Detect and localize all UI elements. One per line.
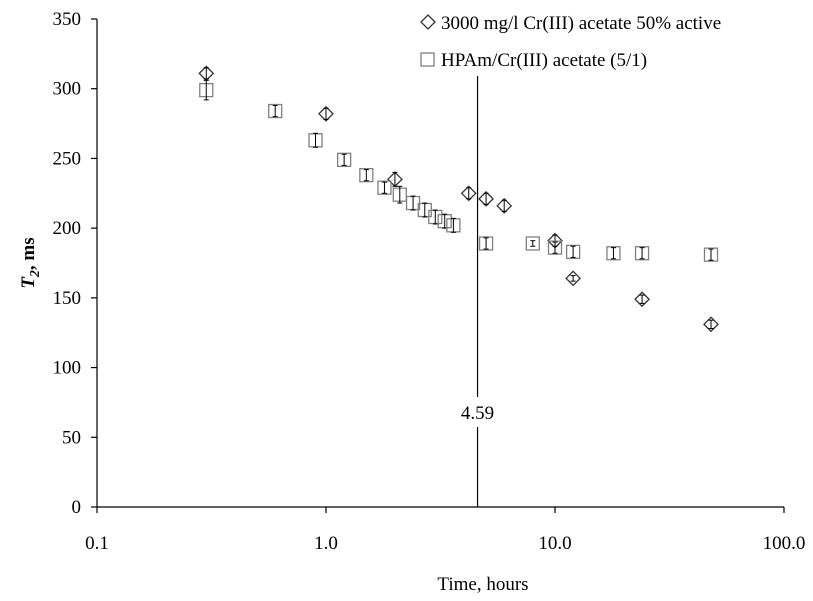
y-tick-label: 100	[53, 358, 82, 379]
error-bar	[639, 294, 645, 304]
error-bar	[323, 107, 329, 120]
error-bar	[313, 132, 319, 148]
annotation-label-bg	[453, 397, 502, 427]
error-bar	[203, 67, 209, 80]
diamond-point	[703, 316, 719, 333]
error-bar	[501, 199, 507, 212]
legend-item-square: HPAm/Cr(III) acetate (5/1)	[420, 50, 647, 71]
legend: 3000 mg/l Cr(III) acetate 50% active HPA…	[420, 13, 721, 71]
error-bar	[432, 209, 438, 225]
square-point	[634, 246, 650, 261]
x-axis-ticks: 0.1 1.0 10.0 100.0	[85, 507, 805, 554]
annotation-group: 4.59	[453, 76, 502, 507]
x-axis-title: Time, hours	[437, 574, 528, 595]
diamond-point	[478, 190, 494, 207]
x-tick-label: 10.0	[538, 533, 571, 554]
error-bar	[483, 237, 489, 250]
error-bar	[450, 217, 456, 233]
error-bar	[422, 202, 428, 218]
legend-label-square: HPAm/Cr(III) acetate (5/1)	[441, 50, 647, 71]
square-point	[268, 103, 283, 119]
error-bar	[552, 241, 558, 254]
x-tick-label: 1.0	[314, 533, 338, 554]
square-point	[359, 168, 374, 183]
diamond-point	[460, 185, 477, 202]
legend-diamond-marker	[420, 14, 436, 30]
square-point	[478, 236, 494, 251]
legend-square-marker	[420, 52, 435, 67]
diamond-point	[634, 291, 650, 308]
x-tick-label: 100.0	[763, 533, 806, 554]
square-point	[703, 247, 719, 262]
error-bar	[610, 247, 616, 260]
y-tick-label: 0	[72, 497, 82, 518]
diamond-point	[318, 105, 334, 122]
y-tick-label: 200	[53, 218, 82, 239]
error-bar	[341, 153, 347, 166]
y-axis-title-subscript: 2	[28, 270, 43, 278]
y-axis-title-symbol: T	[18, 276, 39, 289]
error-bar	[639, 247, 645, 260]
y-tick-label: 350	[53, 9, 82, 30]
legend-item-diamond: 3000 mg/l Cr(III) acetate 50% active	[420, 13, 721, 34]
square-point	[525, 236, 540, 251]
error-bar	[410, 195, 416, 211]
error-bar	[381, 181, 387, 194]
error-bar	[392, 171, 398, 187]
error-bar	[708, 319, 714, 330]
y-tick-label: 50	[62, 427, 81, 448]
square-point	[547, 240, 563, 255]
error-bar	[466, 187, 472, 200]
error-bar	[570, 275, 576, 282]
square-point	[377, 180, 392, 195]
error-bar	[483, 192, 489, 205]
error-bar	[272, 104, 278, 118]
square-point	[606, 246, 621, 261]
annotation-label: 4.59	[461, 403, 494, 424]
diamond-point	[496, 197, 513, 214]
series-square	[199, 79, 719, 262]
error-bar	[570, 245, 576, 258]
square-point	[565, 244, 581, 259]
y-tick-label: 250	[53, 148, 82, 169]
diamond-point	[565, 270, 582, 287]
axes	[96, 19, 784, 508]
error-bar	[530, 240, 536, 247]
error-bar	[363, 169, 369, 182]
y-tick-label: 150	[53, 288, 82, 309]
legend-label-diamond: 3000 mg/l Cr(III) acetate 50% active	[441, 13, 721, 34]
error-bar	[203, 79, 209, 101]
y-tick-label: 300	[53, 79, 82, 100]
square-point	[336, 152, 352, 167]
error-bar	[708, 248, 714, 261]
series-group	[198, 65, 719, 333]
y-axis-title: T2, ms	[18, 237, 43, 288]
series-diamond	[198, 65, 719, 333]
error-bar	[397, 185, 403, 204]
y-axis-title-unit: , ms	[18, 237, 39, 270]
y-axis-ticks: 0 50 100 150 200 250 300 350	[53, 9, 97, 518]
x-tick-label: 0.1	[85, 533, 109, 554]
